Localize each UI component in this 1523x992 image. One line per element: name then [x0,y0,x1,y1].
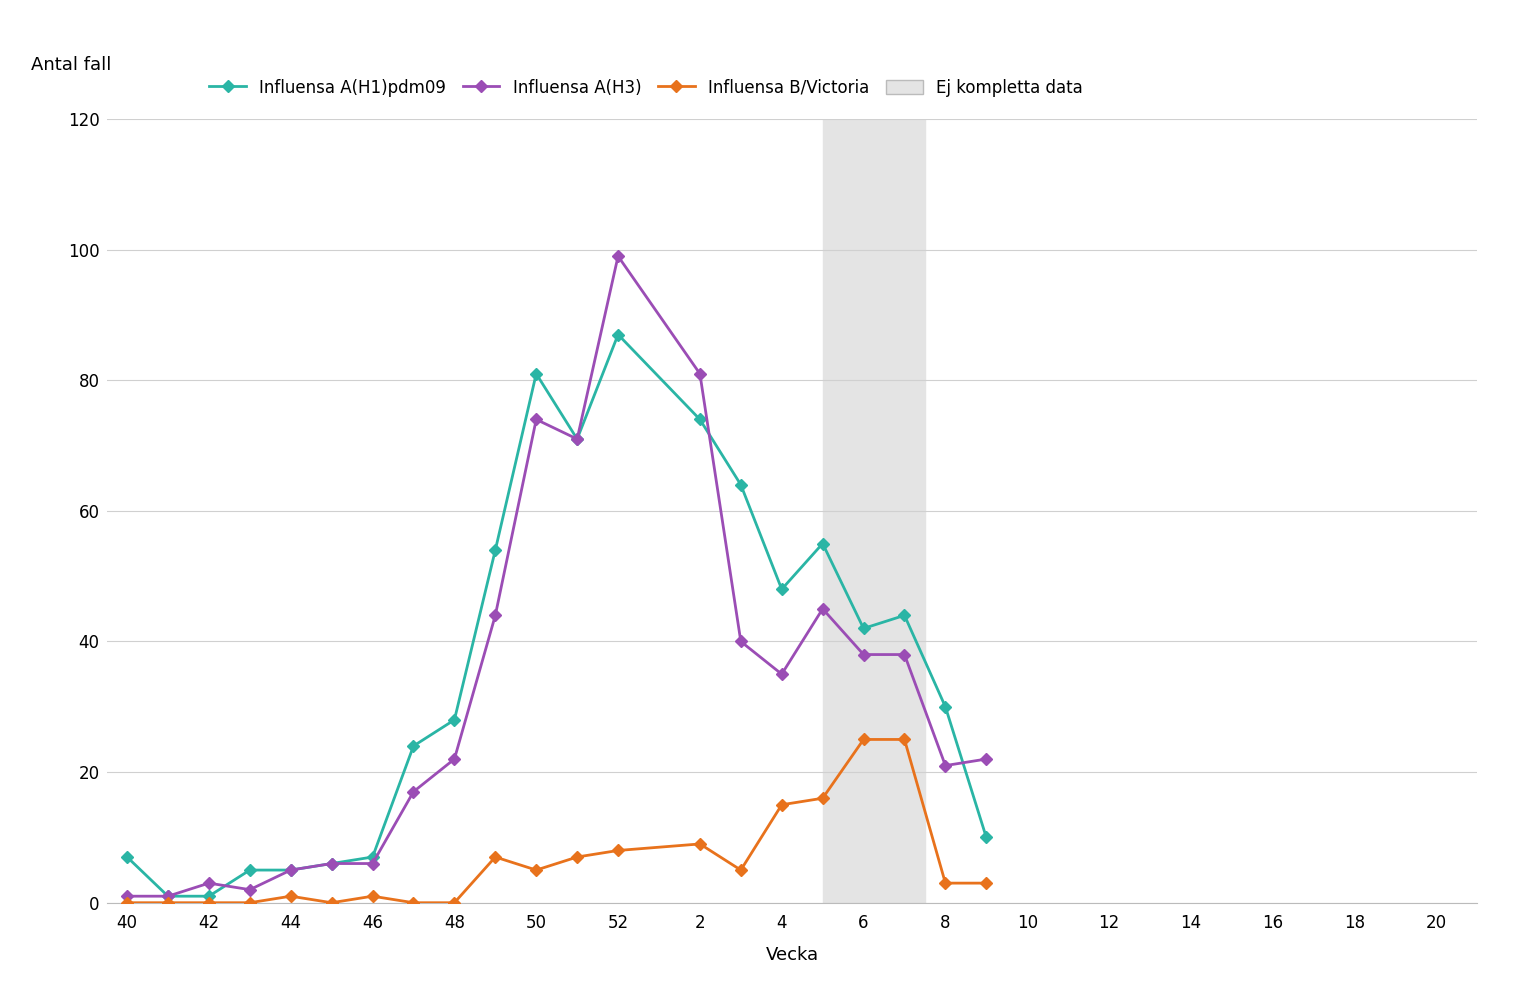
Influensa A(H3) [772,669,790,681]
Influensa A(H3) [486,609,504,621]
Influensa A(H3) [731,636,749,648]
X-axis label: Vecka: Vecka [766,945,818,963]
Influensa A(H1)pdm09 [323,857,341,869]
Influensa A(H1)pdm09 [486,544,504,556]
Bar [822,119,924,903]
Influensa A(H1)pdm09 [731,479,749,491]
Influensa A(H1)pdm09 [200,890,218,902]
Influensa B/Victoria [117,897,136,909]
Legend: Influensa A(H1)pdm09, Influensa A(H3), Influensa B/Victoria, Ej kompletta data: Influensa A(H1)pdm09, Influensa A(H3), I… [203,72,1089,103]
Influensa A(H1)pdm09 [691,414,710,426]
Influensa B/Victoria [282,890,300,902]
Influensa B/Victoria [445,897,463,909]
Influensa B/Victoria [527,864,545,876]
Text: Antal fall: Antal fall [32,57,111,74]
Influensa A(H1)pdm09 [978,831,996,843]
Influensa A(H3) [241,884,259,896]
Influensa B/Victoria [896,733,914,745]
Influensa A(H1)pdm09 [282,864,300,876]
Influensa A(H3) [854,649,873,661]
Line: Influensa A(H3): Influensa A(H3) [123,252,990,901]
Influensa B/Victoria [813,793,832,805]
Influensa A(H3) [978,753,996,765]
Influensa B/Victoria [323,897,341,909]
Influensa A(H3) [445,753,463,765]
Influensa A(H3) [200,877,218,889]
Influensa A(H1)pdm09 [404,740,422,752]
Influensa B/Victoria [937,877,955,889]
Influensa A(H1)pdm09 [896,609,914,621]
Influensa B/Victoria [404,897,422,909]
Influensa B/Victoria [486,851,504,863]
Influensa B/Victoria [568,851,586,863]
Influensa A(H3) [568,434,586,445]
Influensa A(H1)pdm09 [158,890,177,902]
Line: Influensa B/Victoria: Influensa B/Victoria [123,735,990,907]
Influensa A(H3) [813,603,832,615]
Influensa B/Victoria [241,897,259,909]
Influensa A(H3) [117,890,136,902]
Influensa A(H3) [282,864,300,876]
Influensa B/Victoria [691,838,710,850]
Influensa A(H3) [609,250,627,262]
Influensa A(H3) [404,786,422,798]
Influensa A(H3) [691,368,710,380]
Influensa A(H1)pdm09 [364,851,382,863]
Influensa B/Victoria [158,897,177,909]
Influensa B/Victoria [854,733,873,745]
Influensa A(H1)pdm09 [117,851,136,863]
Influensa A(H1)pdm09 [609,328,627,340]
Influensa B/Victoria [609,844,627,856]
Influensa A(H3) [527,414,545,426]
Influensa A(H3) [323,857,341,869]
Influensa A(H3) [158,890,177,902]
Influensa B/Victoria [731,864,749,876]
Influensa A(H1)pdm09 [527,368,545,380]
Line: Influensa A(H1)pdm09: Influensa A(H1)pdm09 [123,330,990,901]
Influensa A(H1)pdm09 [813,538,832,550]
Influensa B/Victoria [200,897,218,909]
Influensa A(H1)pdm09 [241,864,259,876]
Influensa B/Victoria [364,890,382,902]
Influensa A(H1)pdm09 [568,434,586,445]
Influensa A(H1)pdm09 [854,623,873,635]
Influensa A(H1)pdm09 [445,714,463,726]
Influensa A(H3) [896,649,914,661]
Influensa A(H1)pdm09 [772,583,790,595]
Influensa B/Victoria [772,799,790,810]
Influensa B/Victoria [978,877,996,889]
Influensa A(H3) [937,760,955,772]
Influensa A(H3) [364,857,382,869]
Influensa A(H1)pdm09 [937,700,955,712]
